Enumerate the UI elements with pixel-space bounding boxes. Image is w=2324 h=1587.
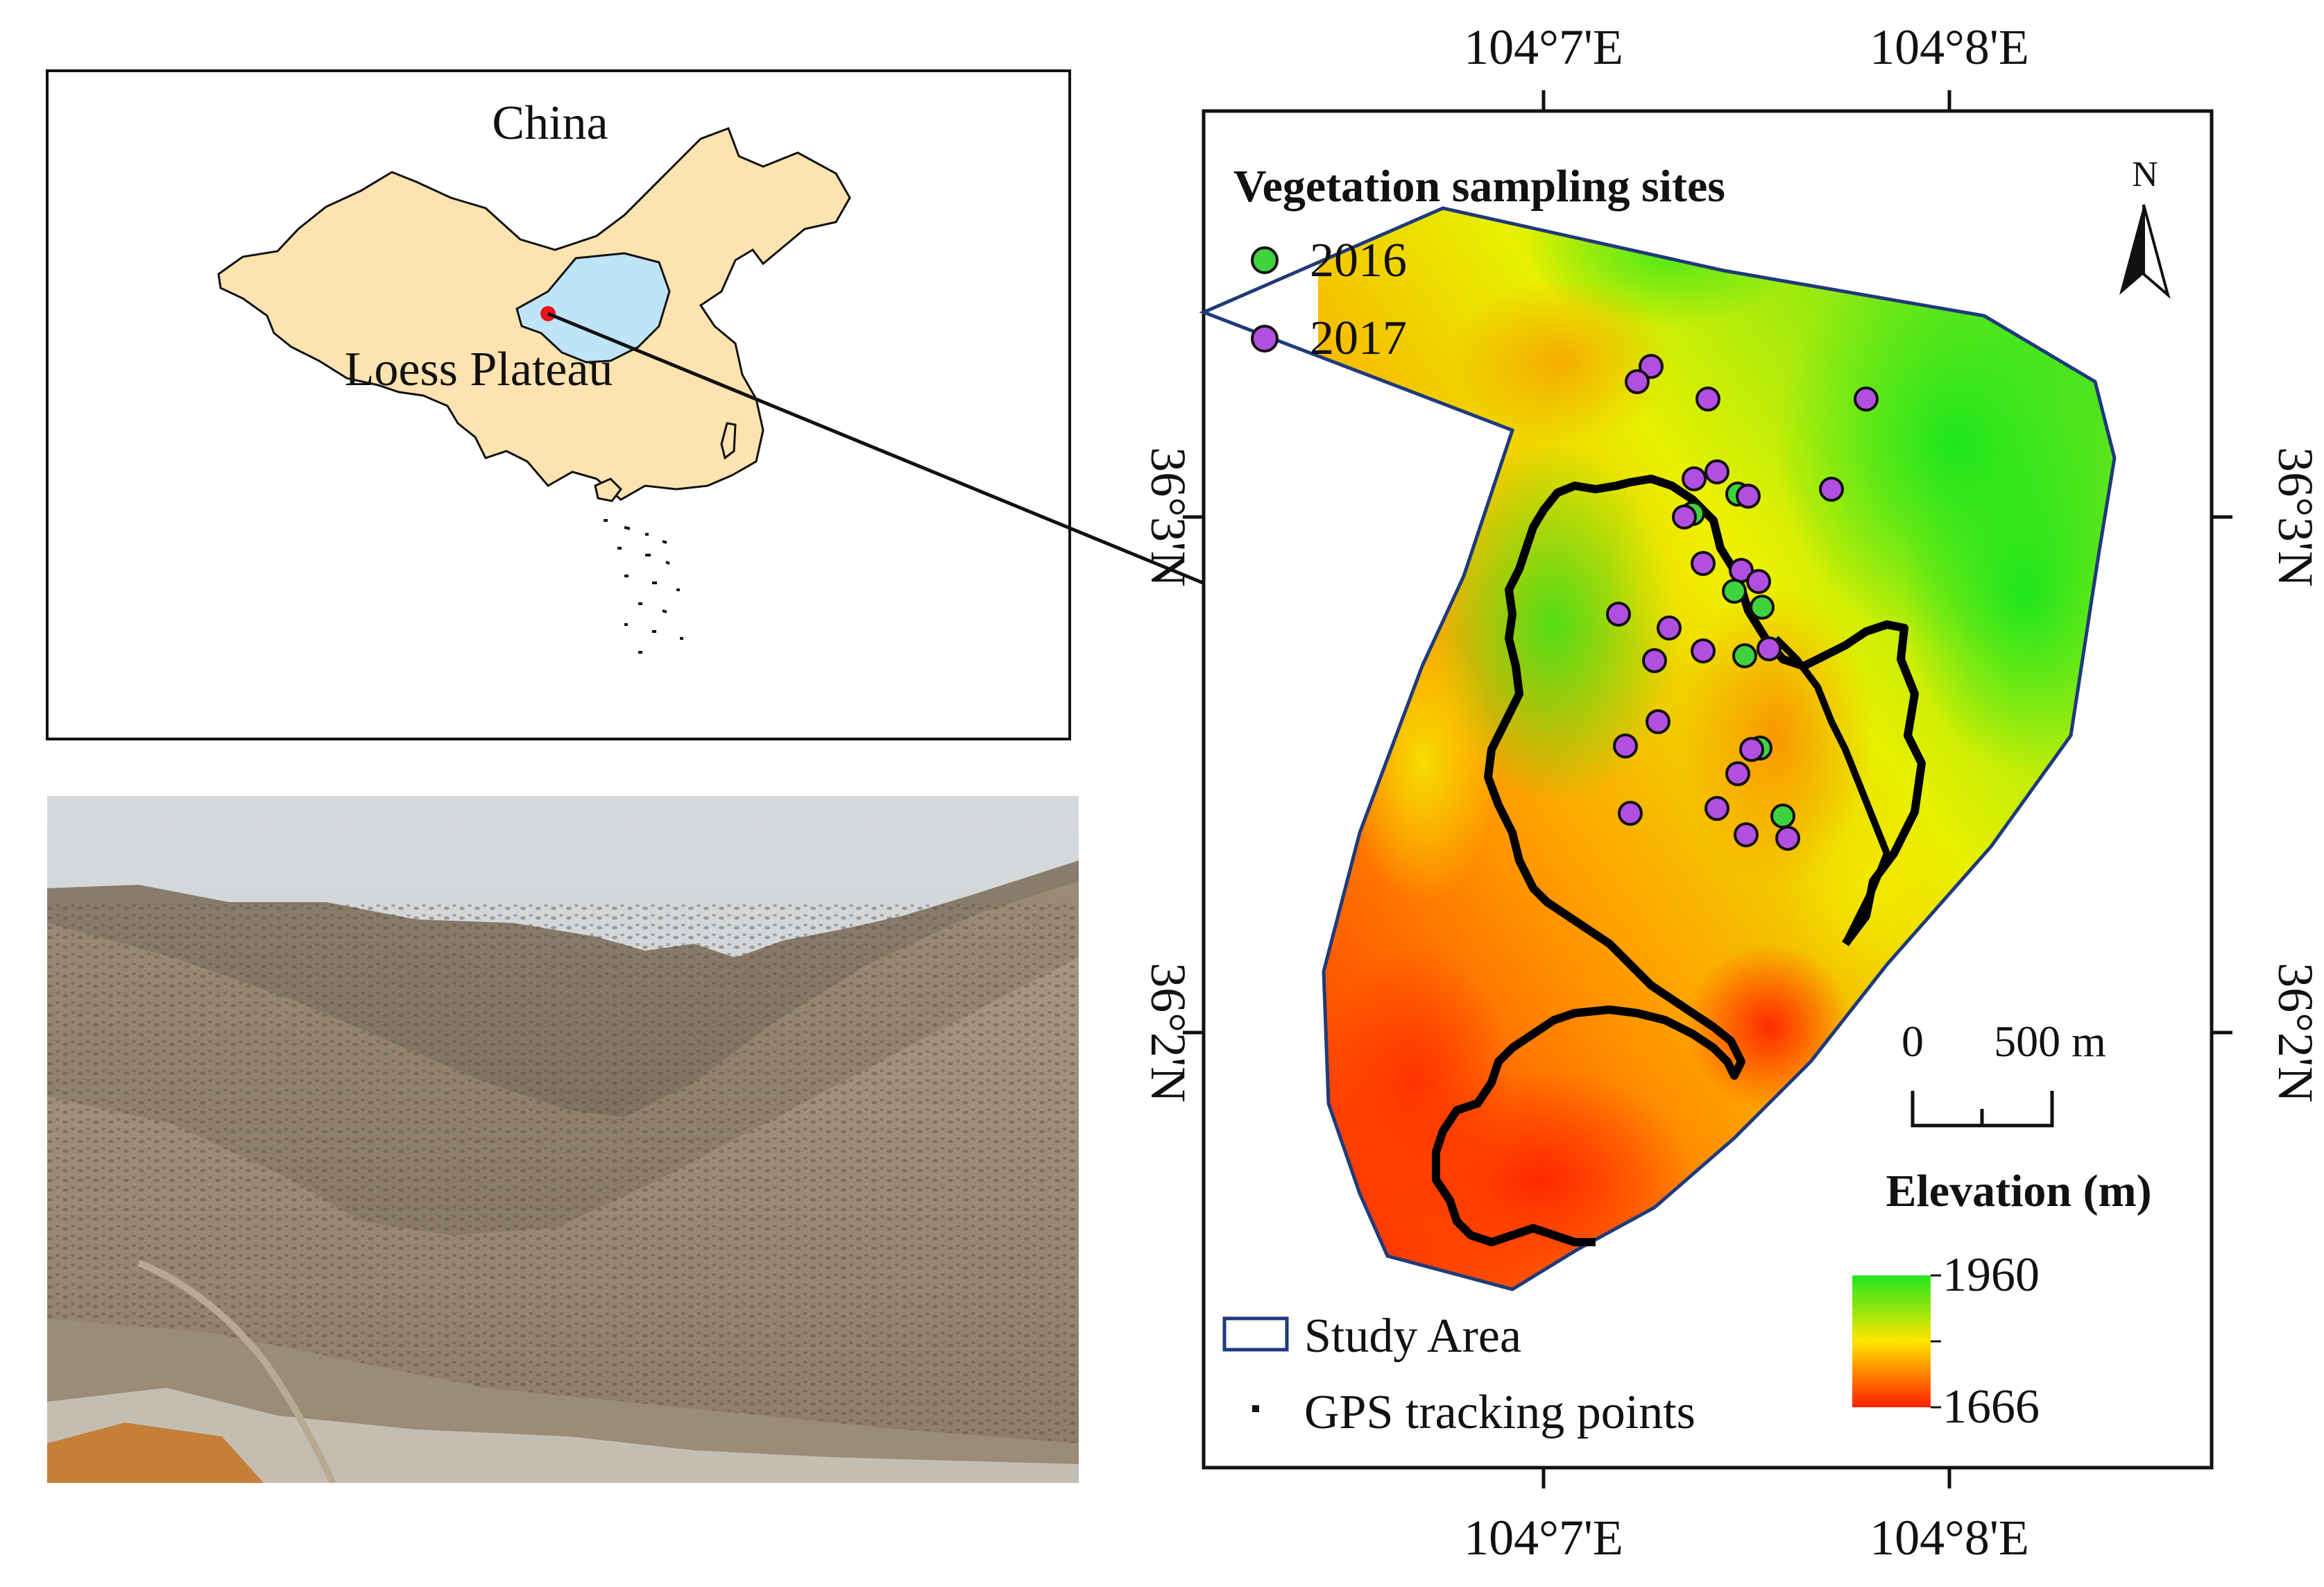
sampling-site-2017 bbox=[1819, 477, 1844, 502]
sampling-site-2017 bbox=[1639, 354, 1664, 379]
taiwan-island bbox=[720, 422, 737, 460]
sampling-sites bbox=[1606, 354, 1879, 851]
sampling-site-2017 bbox=[1854, 387, 1879, 411]
sampling-site-2017 bbox=[1613, 733, 1638, 758]
loess-plateau-label: Loess Plateau bbox=[345, 343, 613, 396]
north-label: N bbox=[2132, 155, 2158, 194]
gps-track-inner bbox=[1773, 636, 1891, 946]
sampling-site-2017 bbox=[1746, 569, 1771, 594]
sampling-site-2017 bbox=[1704, 796, 1729, 821]
scale-end-label: 500 m bbox=[1994, 1017, 2106, 1066]
sampling-site-2017 bbox=[1704, 459, 1729, 484]
sampling-site-2017 bbox=[1672, 504, 1697, 529]
sampling-site-2017 bbox=[1739, 737, 1764, 762]
sampling-site-2017 bbox=[1734, 822, 1759, 847]
lon-label-bottom-1: 104°7'E bbox=[1464, 1510, 1623, 1565]
study-area-boundary bbox=[1199, 206, 2117, 1291]
sampling-site-2017 bbox=[1642, 648, 1667, 673]
sampling-site-2016 bbox=[1750, 595, 1775, 620]
sampling-site-2017 bbox=[1646, 709, 1671, 734]
legend-2017-label: 2017 bbox=[1310, 312, 1407, 365]
scale-zero-label: 0 bbox=[1902, 1017, 1924, 1066]
hainan-island bbox=[594, 477, 622, 502]
lon-label-bottom-2: 104°8'E bbox=[1870, 1510, 2029, 1565]
north-arrow-icon: N bbox=[2119, 155, 2171, 299]
lat-label-left-1: 36°3'N bbox=[1140, 447, 1196, 587]
sampling-site-2017 bbox=[1625, 369, 1650, 394]
inset-map: China Loess Plateau bbox=[46, 69, 1071, 740]
lon-label-top-1: 104°7'E bbox=[1464, 19, 1623, 75]
lon-label-top-2: 104°8'E bbox=[1870, 19, 2029, 75]
sampling-site-2017 bbox=[1657, 616, 1682, 640]
legend-2017-marker bbox=[1251, 325, 1279, 353]
elevation-min-label: 1666 bbox=[1942, 1380, 2040, 1434]
sampling-site-2016 bbox=[1770, 804, 1795, 829]
sampling-site-2017 bbox=[1757, 636, 1782, 661]
legend-2016-label: 2016 bbox=[1310, 234, 1407, 287]
legend-2016-marker bbox=[1251, 246, 1279, 274]
sampling-site-2017 bbox=[1736, 484, 1761, 509]
loess-plateau-area bbox=[515, 252, 671, 364]
china-label: China bbox=[492, 96, 608, 150]
legend-title: Vegetation sampling sites bbox=[1233, 161, 1725, 212]
gps-legend-label: GPS tracking points bbox=[1304, 1386, 1695, 1439]
elevation-ramp bbox=[1852, 1275, 1931, 1407]
lat-label-right-1: 36°3'N bbox=[2268, 447, 2323, 587]
south-sea-islands bbox=[604, 519, 683, 654]
gps-track bbox=[1432, 475, 1926, 1246]
sampling-site-2017 bbox=[1618, 801, 1643, 826]
elevation-max-label: 1960 bbox=[1942, 1248, 2040, 1302]
study-area-legend-label: Study Area bbox=[1304, 1309, 1521, 1363]
sampling-site-2017 bbox=[1695, 387, 1720, 411]
sampling-site-2017 bbox=[1691, 638, 1716, 663]
lat-label-left-2: 36°2'N bbox=[1140, 962, 1196, 1103]
lat-label-right-2: 36°2'N bbox=[2268, 962, 2323, 1103]
scale-bar bbox=[1911, 1091, 2054, 1128]
study-area-legend-swatch bbox=[1222, 1316, 1289, 1352]
sampling-site-2016 bbox=[1722, 579, 1747, 604]
sampling-site-2017 bbox=[1606, 602, 1631, 627]
sampling-site-2017 bbox=[1682, 466, 1707, 491]
sampling-site-2016 bbox=[1732, 643, 1757, 668]
gps-legend-marker bbox=[1252, 1405, 1259, 1412]
study-map: N Vegetation sampling sites 2016 2017 0 … bbox=[1199, 109, 2214, 1470]
sampling-site-2017 bbox=[1725, 761, 1750, 786]
elevation-title: Elevation (m) bbox=[1886, 1166, 2151, 1216]
sampling-site-2017 bbox=[1775, 826, 1800, 851]
graticule: 104°7'E 104°8'E 104°7'E 104°8'E 36°3'N 3… bbox=[1140, 19, 2323, 1565]
sampling-site-2017 bbox=[1691, 551, 1716, 576]
landscape-photo bbox=[47, 796, 1079, 1483]
